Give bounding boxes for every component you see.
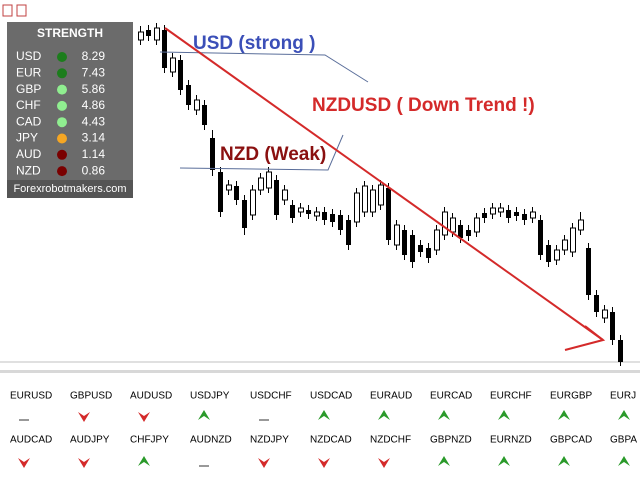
- strength-value: 1.14: [82, 147, 106, 161]
- signal-down: [258, 458, 270, 468]
- strength-dot: [57, 133, 67, 144]
- pairs-panel: [0, 373, 640, 480]
- strength-value: 3.14: [82, 131, 106, 145]
- pair-name: NZDCHF: [370, 435, 411, 446]
- signal-down: [78, 412, 90, 422]
- strength-dot: [57, 52, 67, 62]
- pair-name: NZDCAD: [310, 435, 352, 446]
- pair-name: CHFJPY: [130, 435, 169, 446]
- pair-name: EURAUD: [370, 391, 412, 402]
- strength-dot: [57, 149, 67, 160]
- pair-annotation: NZDUSD ( Down Trend !): [312, 95, 535, 116]
- signal-down: [78, 458, 90, 468]
- pair-name: EURNZD: [490, 435, 532, 446]
- pair-name: GBPCAD: [550, 435, 592, 446]
- trend-arrowhead: [564, 325, 606, 351]
- pair-name: USDCHF: [250, 391, 292, 402]
- currency: USD: [16, 49, 42, 63]
- currency: CAD: [16, 114, 42, 128]
- signal-up: [318, 410, 330, 420]
- strength-value: 7.43: [82, 65, 106, 79]
- strength-value: 5.86: [82, 82, 106, 96]
- pair-name: AUDUSD: [130, 391, 172, 402]
- signal-up: [438, 456, 450, 466]
- currency: CHF: [16, 98, 41, 112]
- signal-up: [438, 410, 450, 420]
- signal-up: [618, 410, 630, 420]
- panel-title: STRENGTH: [37, 26, 103, 40]
- signal-up: [138, 456, 150, 466]
- pair-name: EURGBP: [550, 391, 593, 402]
- signal-up: [198, 410, 210, 420]
- toolbar-icon[interactable]: [2, 4, 13, 17]
- panel-footer: Forexrobotmakers.com: [13, 183, 126, 195]
- pair-name: AUDNZD: [190, 435, 232, 446]
- pair-name: NZDJPY: [250, 435, 289, 446]
- signal-up: [378, 410, 390, 420]
- strength-value: 4.43: [82, 114, 106, 128]
- currency: NZD: [16, 163, 41, 177]
- separator: [0, 370, 640, 373]
- pair-name: USDCAD: [310, 391, 352, 402]
- pair-name: USDJPY: [190, 391, 230, 402]
- pair-name: GBPA: [610, 435, 637, 446]
- currency: JPY: [16, 131, 38, 145]
- pair-name: EURCAD: [430, 391, 472, 402]
- signal-up: [558, 410, 570, 420]
- pair-name: AUDCAD: [10, 435, 52, 446]
- signal-up: [498, 410, 510, 420]
- panel-footer-bg: [7, 180, 133, 198]
- toolbar-icon[interactable]: [16, 4, 27, 17]
- strength-panel: [7, 22, 133, 198]
- pair-name: GBPUSD: [70, 391, 112, 402]
- currency: GBP: [16, 82, 41, 96]
- strength-dot: [57, 68, 67, 79]
- signal-down: [318, 458, 330, 468]
- strength-dot: [57, 84, 67, 95]
- strength-value: 4.86: [82, 98, 106, 112]
- nzd-pointer: [179, 134, 344, 171]
- usd-annotation: USD (strong ): [193, 33, 315, 54]
- strength-dot: [57, 100, 67, 111]
- strength-dot: [57, 117, 67, 128]
- signal-up: [498, 456, 510, 466]
- signal-down: [138, 412, 150, 422]
- currency: EUR: [16, 65, 42, 79]
- signal-down: [378, 458, 390, 468]
- usd-pointer: [159, 51, 369, 83]
- nzd-annotation: NZD (Weak): [220, 144, 326, 165]
- strength-dot: [57, 166, 67, 177]
- currency: AUD: [16, 147, 42, 161]
- signal-up: [558, 456, 570, 466]
- strength-value: 0.86: [82, 163, 106, 177]
- trend-arrow: [164, 27, 604, 341]
- signal-down: [18, 458, 30, 468]
- pair-name: EURCHF: [490, 391, 532, 402]
- pair-name: EURJ: [610, 391, 636, 402]
- candle-bodies-bull: [138, 27, 608, 319]
- pair-name: EURUSD: [10, 391, 52, 402]
- pair-name: GBPNZD: [430, 435, 472, 446]
- strength-value: 8.29: [82, 49, 106, 63]
- pair-name: AUDJPY: [70, 435, 110, 446]
- signal-up: [618, 456, 630, 466]
